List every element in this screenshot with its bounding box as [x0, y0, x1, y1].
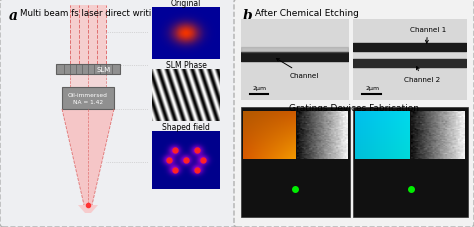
Polygon shape [78, 205, 98, 213]
Text: a: a [9, 9, 18, 23]
Text: Gratings Devices Fabrication: Gratings Devices Fabrication [289, 104, 419, 113]
Text: Channel 2: Channel 2 [404, 67, 440, 83]
Text: Channel 1: Channel 1 [410, 27, 446, 44]
Title: SLM Phase: SLM Phase [165, 61, 207, 70]
FancyBboxPatch shape [0, 0, 237, 227]
Bar [353, 108, 468, 217]
Text: b: b [243, 9, 253, 23]
Text: After Chemical Etching: After Chemical Etching [255, 9, 359, 18]
Title: Shaped field: Shaped field [162, 122, 210, 131]
Text: 2μm: 2μm [253, 86, 267, 91]
Polygon shape [70, 75, 106, 88]
Polygon shape [70, 6, 106, 65]
Title: Original: Original [171, 0, 201, 8]
Text: 2μm: 2μm [365, 86, 380, 91]
Text: Oil-immersed: Oil-immersed [68, 93, 108, 98]
Text: SLM: SLM [97, 67, 111, 73]
Polygon shape [62, 109, 114, 205]
Bar [241, 108, 350, 217]
Bar [56, 65, 120, 75]
FancyBboxPatch shape [234, 0, 474, 227]
Text: Channel: Channel [276, 59, 319, 79]
Text: Multi beam fs laser direct writing: Multi beam fs laser direct writing [20, 9, 162, 18]
Text: NA = 1.42: NA = 1.42 [73, 100, 103, 105]
Bar [62, 88, 114, 109]
